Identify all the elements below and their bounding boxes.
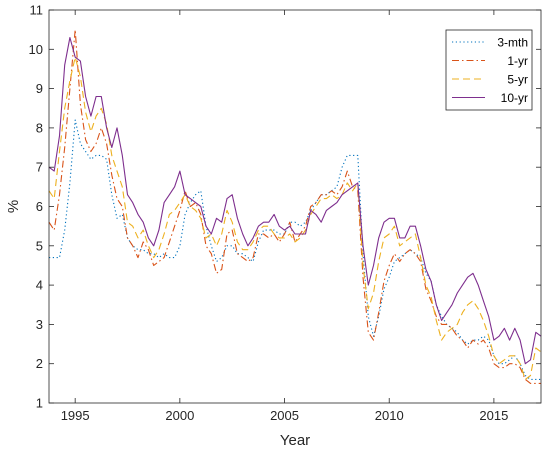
y-tick-label-9: 9 <box>36 81 43 96</box>
y-tick-label-5: 5 <box>36 238 43 253</box>
legend-label-5-yr: 5-yr <box>507 73 528 87</box>
series-line-5-yr <box>48 56 542 380</box>
series-line-3-mth <box>49 119 541 380</box>
y-tick-label-10: 10 <box>29 42 43 57</box>
series-layer <box>48 29 542 384</box>
series-line-1-yr <box>48 29 541 384</box>
y-tick-label-1: 1 <box>36 396 43 411</box>
series-line-10-yr <box>48 36 542 365</box>
legend-label-3-mth: 3-mth <box>497 36 528 50</box>
y-axis-label: % <box>5 200 22 213</box>
x-tick-label-2000: 2000 <box>165 408 194 423</box>
y-tick-label-7: 7 <box>36 160 43 175</box>
legend-box <box>445 29 533 111</box>
y-tick-label-2: 2 <box>36 356 43 371</box>
axes-layer: 1995 2000 2005 2010 2015 1 2 3 4 5 6 7 8 9 10 11 <box>29 3 542 423</box>
legend: 3-mth 1-yr 5-yr 10-yr <box>445 29 533 111</box>
x-axis-label: Year <box>280 432 310 449</box>
y-tick-label-8: 8 <box>36 120 43 135</box>
y-tick-label-11: 11 <box>30 3 44 18</box>
y-tick-label-6: 6 <box>36 199 43 214</box>
y-tick-label-3: 3 <box>36 317 43 332</box>
x-tick-label-1995: 1995 <box>61 408 90 423</box>
x-tick-label-2015: 2015 <box>479 408 508 423</box>
legend-label-1-yr: 1-yr <box>507 54 528 68</box>
legend-label-10-yr: 10-yr <box>501 91 528 105</box>
x-tick-label-2010: 2010 <box>375 408 404 423</box>
x-tick-label-2005: 2005 <box>270 408 299 423</box>
y-tick-label-4: 4 <box>36 278 43 293</box>
